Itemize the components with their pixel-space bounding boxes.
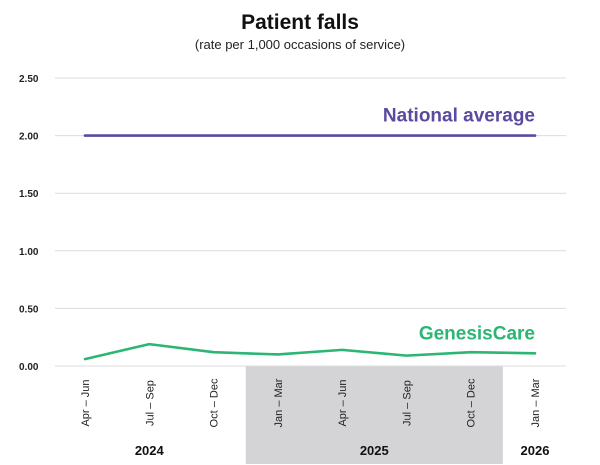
year-shade-2025 xyxy=(245,366,503,464)
x-tick-label: Oct – Dec xyxy=(466,378,478,427)
chart-title: Patient falls xyxy=(241,11,359,34)
x-tick-label: Apr – Jun xyxy=(80,379,92,426)
x-tick-labels: Apr – Jun Jul – Sep Oct – Dec Jan – Mar Apr … xyxy=(80,378,542,427)
year-label-2026: 2026 xyxy=(521,443,550,458)
series-line-genesiscare xyxy=(83,342,537,361)
series-layer xyxy=(83,134,537,361)
chart-header: Patient falls (rate per 1,000 occasions … xyxy=(0,10,600,54)
y-tick-labels: 0.00 0.50 1.00 1.50 2.00 2.50 xyxy=(19,74,39,373)
x-tick-label: Jan – Mar xyxy=(273,378,285,427)
year-shading-layer xyxy=(245,366,503,464)
year-label-2024: 2024 xyxy=(135,443,165,458)
year-label-2025: 2025 xyxy=(360,443,389,458)
series-label-genesiscare: GenesisCare xyxy=(419,323,535,344)
y-tick-label: 2.00 xyxy=(19,132,39,143)
y-tick-label: 0.00 xyxy=(19,362,39,373)
year-labels: 2024 2025 2026 xyxy=(135,443,550,458)
x-tick-label: Jul – Sep xyxy=(144,380,156,426)
series-label-national-average: National average xyxy=(383,106,535,127)
series-labels: National average GenesisCare xyxy=(383,106,535,345)
x-tick-label: Jul – Sep xyxy=(401,380,413,426)
y-tick-label: 2.50 xyxy=(19,74,39,85)
y-tick-label: 1.00 xyxy=(19,247,39,258)
x-tick-label: Jan – Mar xyxy=(530,378,542,427)
chart-subtitle: (rate per 1,000 occasions of service) xyxy=(194,37,406,52)
y-tick-label: 0.50 xyxy=(19,304,39,315)
y-tick-label: 1.50 xyxy=(19,189,39,200)
x-tick-label: Apr – Jun xyxy=(337,379,349,426)
x-tick-label: Oct – Dec xyxy=(209,378,221,427)
